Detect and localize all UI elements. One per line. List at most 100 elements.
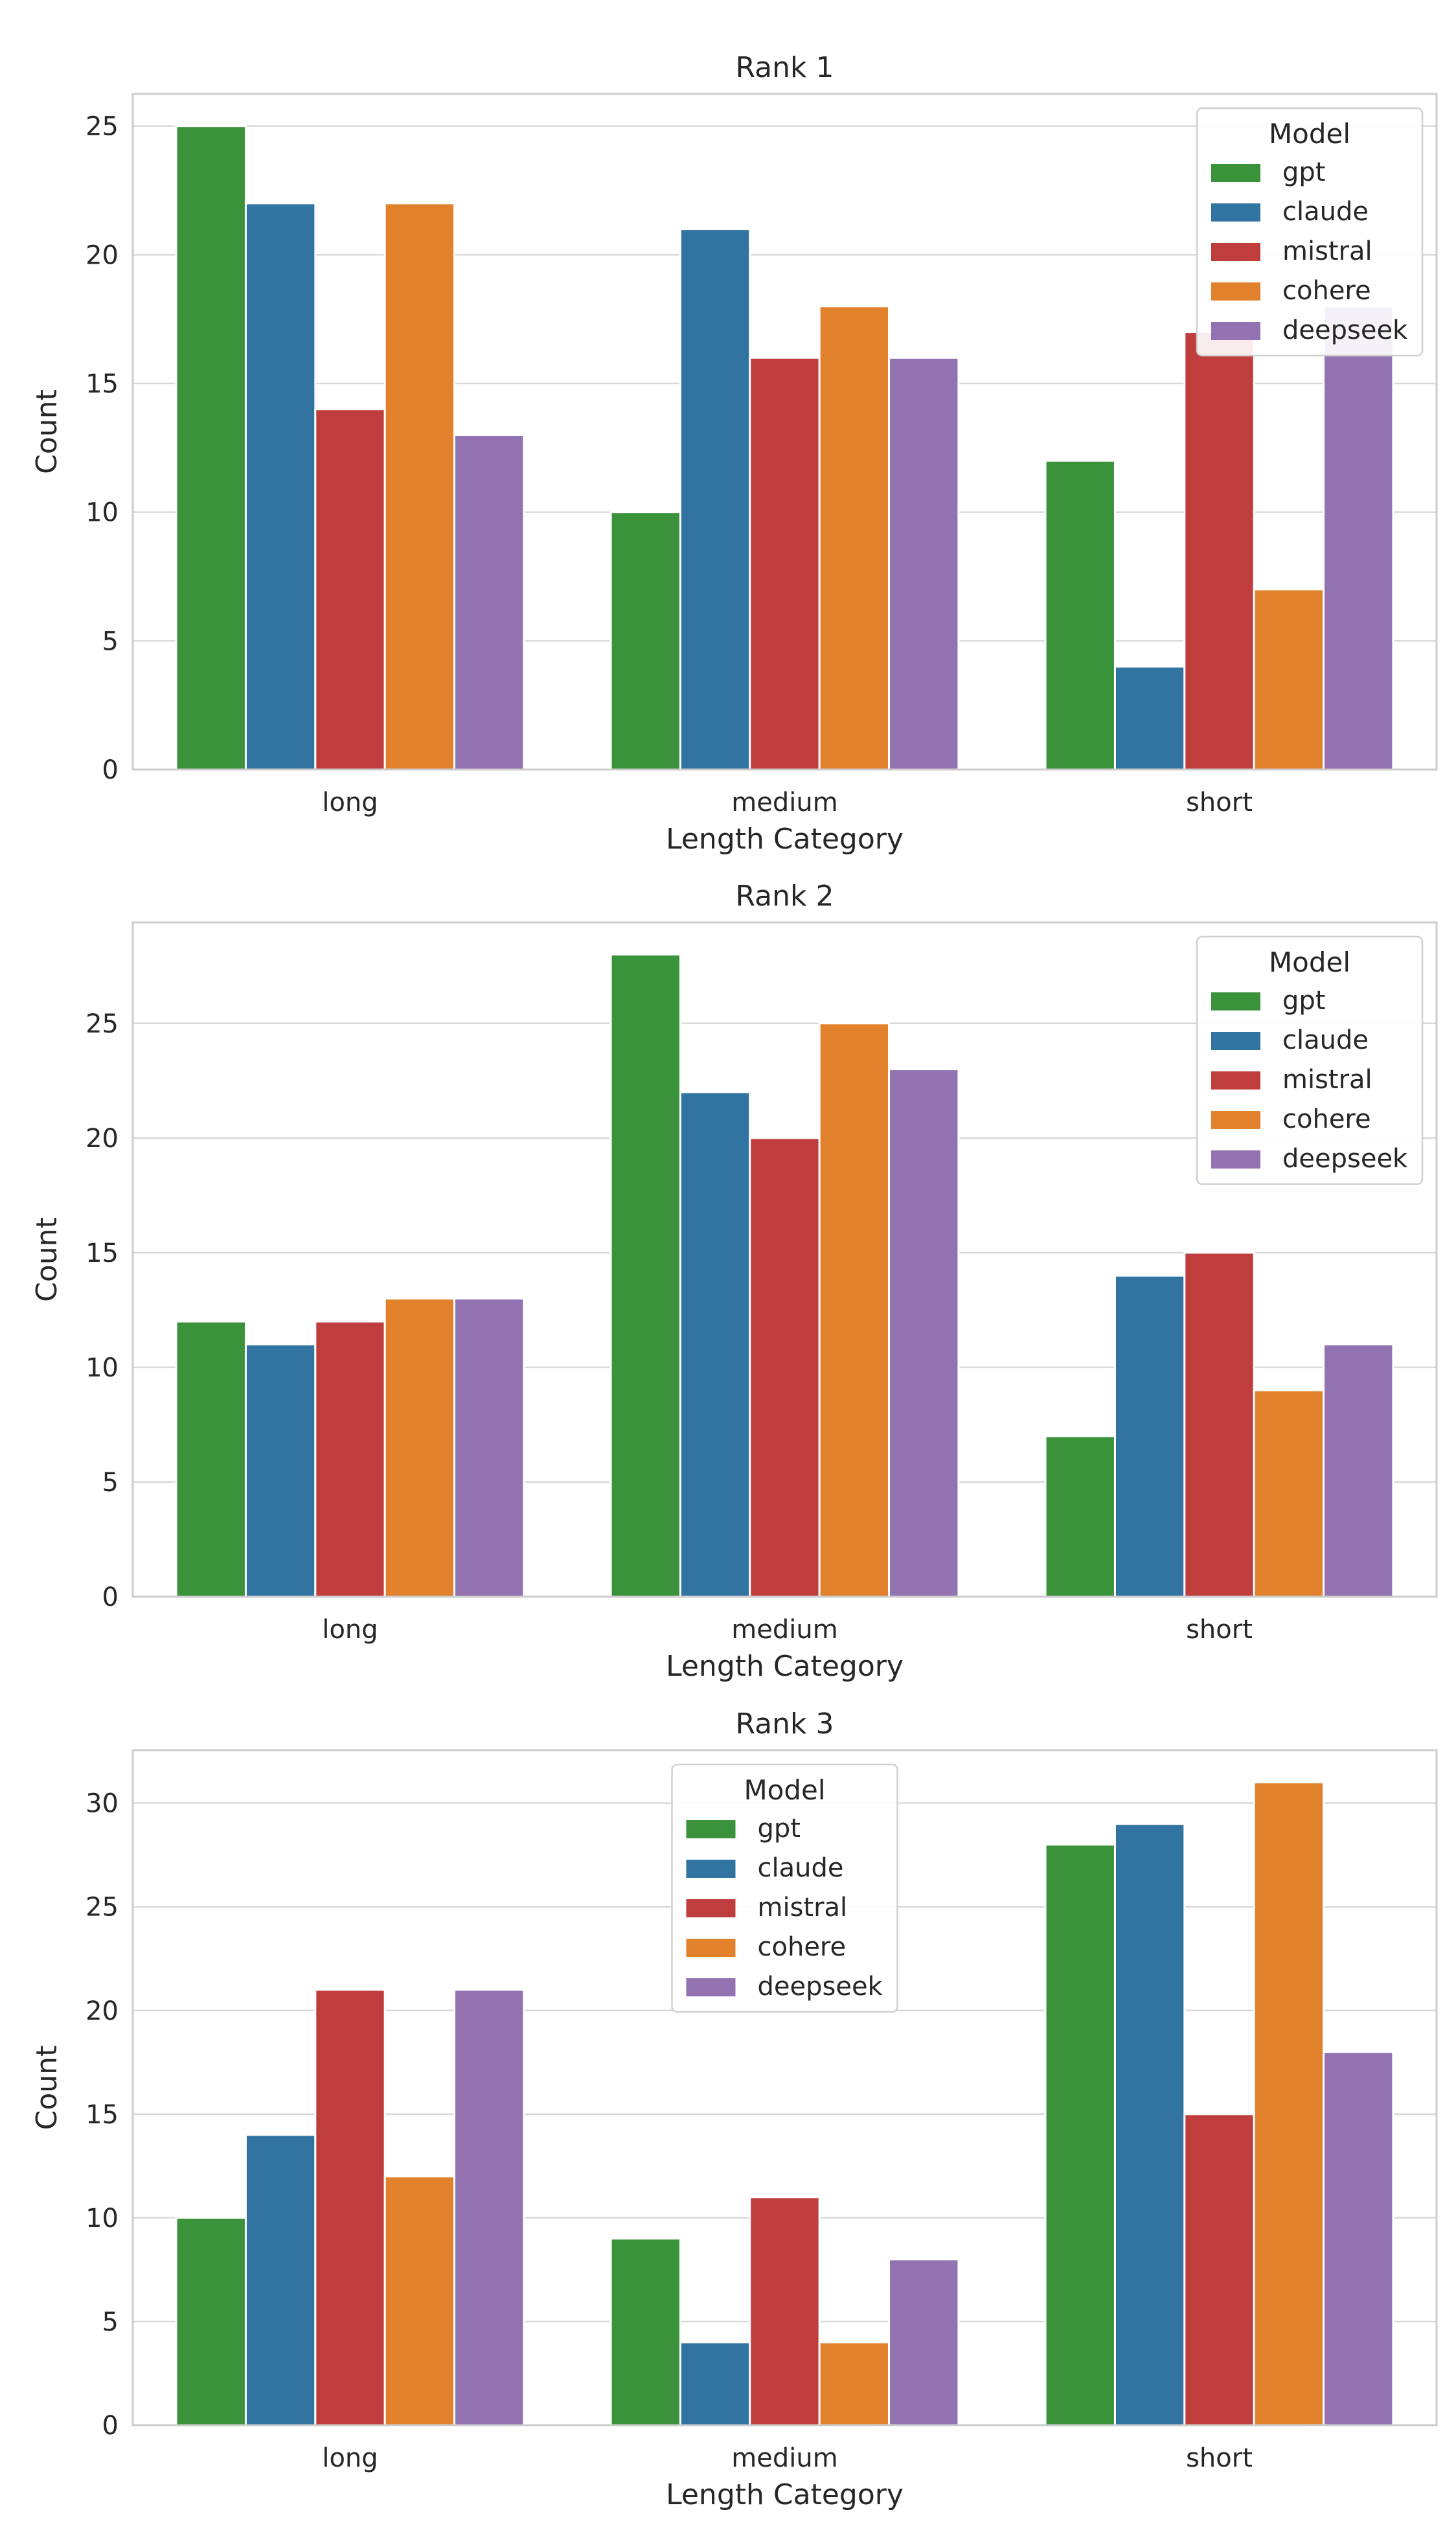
x-tick-label: short [1186,2443,1253,2473]
x-axis-label: Length Category [666,823,904,856]
bar-gpt-short: gpt / short: 28 [1044,1844,1116,2426]
y-tick-label: 20 [85,240,119,270]
bar-deepseek-medium: deepseek / medium: 16 [888,356,960,771]
legend-label-cohere: cohere [758,1932,847,1962]
bar-deepseek-long: deepseek / long: 21 [453,1989,525,2426]
legend-label-mistral: mistral [1282,236,1372,266]
bar-cohere-long: cohere / long: 13 [383,1297,456,1598]
legend-swatch-mistral [686,1899,736,1917]
bar-claude-short: claude / short: 14 [1113,1274,1186,1598]
legend-swatch-mistral [1211,243,1260,261]
bar-gpt-short: gpt / short: 12 [1044,459,1116,771]
x-axis-label: Length Category [666,2478,904,2511]
y-tick-label: 5 [102,1468,119,1498]
legend-swatch-gpt [1211,992,1260,1010]
bar-deepseek-short: deepseek / short: 18 [1323,2051,1394,2426]
bar-cohere-long: cohere / long: 12 [383,2175,456,2426]
y-tick-label: 0 [102,1582,119,1612]
legend-label-deepseek: deepseek [1282,1144,1408,1174]
legend-label-deepseek: deepseek [1282,315,1408,345]
legend-title: Model [1269,118,1350,150]
bar-deepseek-short: deepseek / short: 18 [1323,305,1394,771]
bar-claude-medium: claude / medium: 21 [679,228,751,771]
y-tick-label: 15 [85,369,119,399]
legend-swatch-claude [1211,203,1260,222]
legend: Model gpt claude mistral cohere deepseek [671,1763,898,2013]
y-tick-label: 25 [85,112,119,142]
axes-frame [131,1749,1438,2426]
x-tick-label: long [322,2443,378,2473]
legend-label-claude: claude [1282,1025,1369,1055]
legend-label-deepseek: deepseek [758,1972,883,2002]
bar-mistral-medium: mistral / medium: 16 [749,356,821,771]
bar-cohere-medium: cohere / medium: 25 [818,1022,891,1598]
bar-gpt-long: gpt / long: 25 [175,125,247,771]
x-axis-label: Length Category [666,1650,904,1683]
bar-claude-short: claude / short: 29 [1113,1823,1186,2426]
y-tick-label: 5 [102,2307,119,2337]
y-axis-label: Count [30,1217,63,1302]
y-tick-label: 10 [85,498,119,528]
y-axis-label: Count [30,389,63,474]
legend-swatch-deepseek [1211,1150,1260,1169]
legend-label-claude: claude [758,1853,844,1883]
bar-mistral-short: mistral / short: 17 [1183,331,1255,771]
legend-swatch-claude [1211,1032,1260,1050]
bar-gpt-medium: gpt / medium: 9 [609,2237,681,2426]
chart-panel-rank-3: 0 5 10 15 20 25 30 gpt / long: 10claude / long:… [30,1707,1438,2511]
x-tick-label: medium [731,2443,837,2473]
bar-claude-medium: claude / medium: 4 [679,2341,751,2426]
y-tick-label: 20 [85,1124,119,1154]
bar-deepseek-medium: deepseek / medium: 8 [888,2258,960,2426]
bar-gpt-medium: gpt / medium: 10 [609,511,681,771]
y-tick-label: 0 [102,2411,119,2441]
bar-cohere-short: cohere / short: 9 [1253,1389,1325,1598]
bar-claude-short: claude / short: 4 [1113,665,1186,771]
bar-mistral-medium: mistral / medium: 20 [749,1137,821,1598]
y-tick-label: 5 [102,626,119,656]
bar-mistral-medium: mistral / medium: 11 [749,2196,821,2426]
y-tick-label: 15 [85,2100,119,2130]
bar-gpt-short: gpt / short: 7 [1044,1435,1116,1598]
axes-frame [131,921,1438,1598]
x-tick-label: medium [731,1615,837,1645]
y-tick-label: 10 [85,1353,119,1383]
bar-mistral-long: mistral / long: 21 [314,1989,386,2426]
bar-cohere-short: cohere / short: 7 [1253,588,1325,771]
y-axis-label: Count [30,2046,63,2130]
bar-deepseek-long: deepseek / long: 13 [453,433,525,771]
bar-deepseek-medium: deepseek / medium: 23 [888,1068,960,1598]
bar-claude-medium: claude / medium: 22 [679,1091,751,1598]
legend-swatch-gpt [686,1820,736,1838]
legend: Model gpt claude mistral cohere deepseek [1196,935,1424,1185]
bar-deepseek-short: deepseek / short: 11 [1323,1343,1394,1598]
y-tick-label: 30 [85,1789,119,1819]
chart-title: Rank 1 [736,51,834,84]
legend-swatch-cohere [686,1939,736,1957]
legend-label-claude: claude [1282,197,1369,227]
legend-label-mistral: mistral [758,1893,848,1923]
y-tick-label: 0 [102,755,119,785]
bar-cohere-medium: cohere / medium: 4 [818,2341,891,2426]
y-tick-label: 10 [85,2204,119,2233]
legend-swatch-claude [686,1860,736,1878]
bar-deepseek-long: deepseek / long: 13 [453,1297,525,1598]
x-tick-label: short [1186,788,1253,817]
bar-mistral-short: mistral / short: 15 [1183,1251,1255,1598]
bar-claude-long: claude / long: 22 [244,202,317,771]
legend-title: Model [744,1774,825,1806]
legend-label-cohere: cohere [1282,1104,1371,1134]
x-tick-label: long [322,1615,378,1645]
legend-swatch-cohere [1211,1111,1260,1129]
chart-title: Rank 3 [736,1707,834,1741]
x-tick-label: medium [731,788,837,817]
legend-label-cohere: cohere [1282,276,1371,306]
legend-swatch-mistral [1211,1071,1260,1090]
bar-cohere-long: cohere / long: 22 [383,202,456,771]
axes-frame [131,93,1438,771]
y-tick-label: 25 [85,1893,119,1923]
bar-gpt-long: gpt / long: 12 [175,1320,247,1598]
legend-swatch-cohere [1211,282,1260,301]
legend-label-gpt: gpt [1282,157,1325,187]
